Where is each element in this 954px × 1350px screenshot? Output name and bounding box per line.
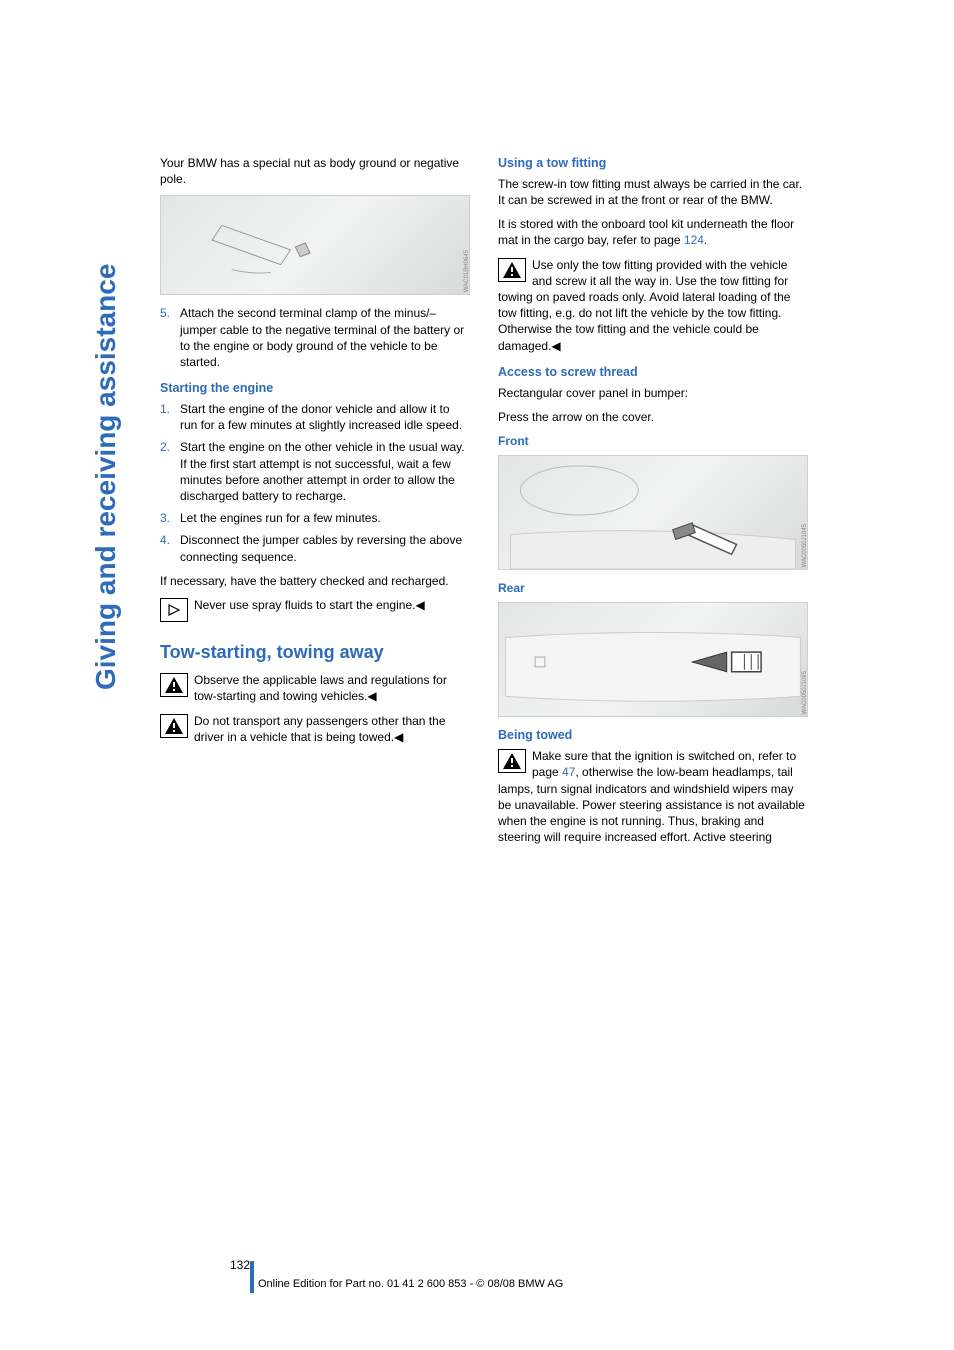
step-list-start: 1. Start the engine of the donor vehicle… [160,401,470,565]
figure-rear-bumper: WAC0050J1095 [498,602,808,717]
list-item: 4. Disconnect the jumper cables by rever… [160,532,470,564]
note-text: Never use spray fluids to start the engi… [194,598,425,612]
page-number: 132 [230,1258,250,1272]
heading-rear: Rear [498,580,808,596]
warning-icon [160,714,188,738]
step-number: 5. [160,305,180,370]
warning-text: Do not transport any passengers other th… [194,714,446,744]
body-text: The screw-in tow fitting must always be … [498,176,808,208]
step-number: 4. [160,532,180,564]
list-item: 3. Let the engines run for a few minutes… [160,510,470,526]
figure-code: WAC0050J1045 [801,524,809,567]
body-text: Rectangular cover panel in bumper: [498,385,808,401]
footer-accent-bar [250,1261,254,1293]
page-link-124[interactable]: 124 [684,233,704,247]
warning-icon [160,673,188,697]
right-column: Using a tow fitting The screw-in tow fit… [498,155,808,853]
step-number: 3. [160,510,180,526]
page-link-47[interactable]: 47 [562,765,575,779]
heading-tow-fitting: Using a tow fitting [498,155,808,172]
figure-front-bumper: WAC0050J1045 [498,455,808,570]
warning-icon [498,258,526,282]
step-list-attach: 5. Attach the second terminal clamp of t… [160,305,470,370]
footer-text: Online Edition for Part no. 01 41 2 600 … [258,1278,563,1290]
step-number: 1. [160,401,180,433]
step-text: Disconnect the jumper cables by reversin… [180,532,470,564]
warning-text: Observe the applicable laws and regulati… [194,673,447,703]
figure-code: WAC01BH0645 [463,250,471,292]
warning-passengers: Do not transport any passengers other th… [160,713,470,745]
heading-tow-starting: Tow-starting, towing away [160,640,470,664]
figure-battery-ground: WAC01BH0645 [160,195,470,295]
intro-text: Your BMW has a special nut as body groun… [160,155,470,187]
list-item: 2. Start the engine on the other vehicle… [160,439,470,504]
warning-ignition: Make sure that the ignition is switched … [498,748,808,845]
heading-starting-engine: Starting the engine [160,380,470,397]
step-text: Start the engine on the other vehicle in… [180,439,470,504]
step-text: Let the engines run for a few minutes. [180,510,470,526]
note-spray-fluids: Never use spray fluids to start the engi… [160,597,470,622]
play-icon [160,598,188,622]
warning-text: Use only the tow fitting provided with t… [498,258,790,353]
after-list-text: If necessary, have the battery checked a… [160,573,470,589]
warning-tow-fitting: Use only the tow fitting provided with t… [498,257,808,354]
left-column: Your BMW has a special nut as body groun… [160,155,470,853]
warning-icon [498,749,526,773]
content-columns: Your BMW has a special nut as body groun… [160,155,874,853]
step-number: 2. [160,439,180,504]
heading-being-towed: Being towed [498,727,808,744]
warning-text: Make sure that the ignition is switched … [498,749,805,844]
heading-access-thread: Access to screw thread [498,364,808,381]
body-text: It is stored with the onboard tool kit u… [498,216,808,248]
list-item: 1. Start the engine of the donor vehicle… [160,401,470,433]
step-text: Start the engine of the donor vehicle an… [180,401,470,433]
list-item: 5. Attach the second terminal clamp of t… [160,305,470,370]
warning-laws: Observe the applicable laws and regulati… [160,672,470,704]
side-section-title: Giving and receiving assistance [90,264,122,690]
heading-front: Front [498,433,808,449]
body-text: Press the arrow on the cover. [498,409,808,425]
step-text: Attach the second terminal clamp of the … [180,305,470,370]
figure-code: WAC0050J1095 [801,671,809,714]
